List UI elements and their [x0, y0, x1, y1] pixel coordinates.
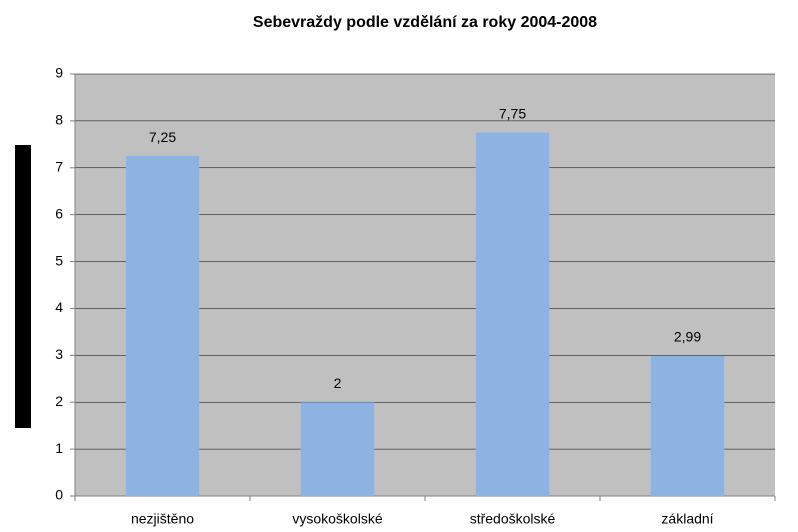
- y-tick-label: 8: [55, 112, 63, 128]
- x-tick-label: nezjištěno: [131, 511, 194, 527]
- x-tick-label: vysokoškolské: [292, 511, 382, 527]
- y-tick-label: 5: [55, 252, 63, 268]
- y-tick-label: 3: [55, 346, 63, 362]
- y-tick-label: 4: [55, 299, 63, 315]
- x-tick-label: středoškolské: [470, 511, 556, 527]
- y-tick-label: 7: [55, 158, 63, 174]
- y-tick-label: 6: [55, 205, 63, 221]
- redacted-axis-title: [15, 145, 31, 428]
- chart-title: Sebevraždy podle vzdělání za roky 2004-2…: [253, 14, 597, 31]
- data-label: 7,25: [149, 129, 176, 145]
- data-label: 7,75: [499, 105, 526, 121]
- y-tick-label: 2: [55, 393, 63, 409]
- data-label: 2: [334, 375, 342, 391]
- bar: [300, 402, 375, 496]
- bar: [125, 156, 200, 497]
- y-tick-label: 0: [55, 487, 63, 503]
- bar: [650, 355, 725, 496]
- data-label: 2,99: [674, 329, 701, 345]
- y-tick-label: 9: [55, 65, 63, 81]
- x-tick-label: základní: [661, 511, 713, 527]
- bar: [475, 132, 550, 496]
- y-tick-label: 1: [55, 440, 63, 456]
